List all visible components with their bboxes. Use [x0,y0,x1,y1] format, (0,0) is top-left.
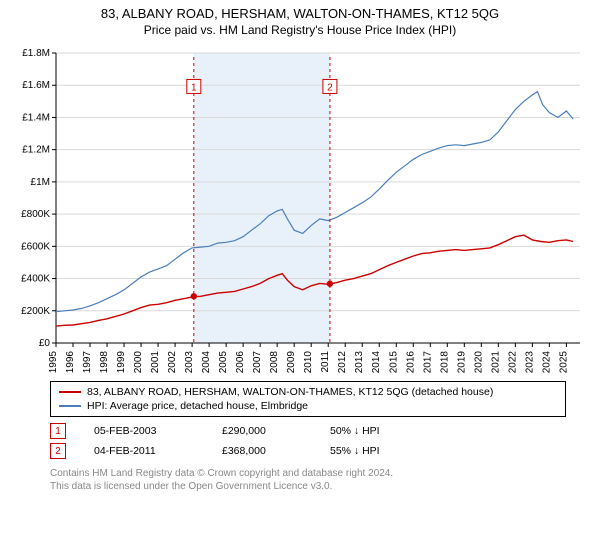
svg-text:2008: 2008 [269,351,280,373]
svg-text:2006: 2006 [235,351,246,373]
legend-swatch [59,391,81,393]
svg-text:2013: 2013 [354,351,365,373]
price-chart: £0 £200K £400K £600K £800K £1M £1.2M £1.4M £1.6M… [0,43,600,373]
svg-text:1995: 1995 [48,351,59,373]
marker-table: 1 05-FEB-2003 £290,000 50% ↓ HPI 2 04-FEB-201… [50,421,600,461]
marker-badge: 2 [50,443,66,459]
svg-text:2011: 2011 [320,351,331,373]
svg-text:£1.6M: £1.6M [22,80,50,91]
legend-label: 83, ALBANY ROAD, HERSHAM, WALTON-ON-THAM… [87,386,493,398]
footer-line2: This data is licensed under the Open Gov… [50,480,600,493]
svg-text:2016: 2016 [405,351,416,373]
marker-date: 04-FEB-2011 [94,445,194,457]
title-line1: 83, ALBANY ROAD, HERSHAM, WALTON-ON-THAM… [0,6,600,21]
svg-text:2002: 2002 [167,351,178,373]
legend: 83, ALBANY ROAD, HERSHAM, WALTON-ON-THAM… [50,381,566,417]
svg-text:2003: 2003 [184,351,195,373]
svg-text:2021: 2021 [490,351,501,373]
svg-text:2023: 2023 [524,351,535,373]
svg-text:2024: 2024 [541,351,552,373]
svg-text:2019: 2019 [456,351,467,373]
svg-text:2014: 2014 [371,351,382,373]
chart-area: £0 £200K £400K £600K £800K £1M £1.2M £1.4M £1.6M… [0,43,600,373]
svg-text:2012: 2012 [337,351,348,373]
marker-row: 2 04-FEB-2011 £368,000 55% ↓ HPI [50,441,600,461]
svg-text:£0: £0 [39,338,51,349]
footer-text: Contains HM Land Registry data © Crown c… [50,467,600,493]
svg-text:2025: 2025 [558,351,569,373]
marker-price: £368,000 [222,445,302,457]
svg-text:1998: 1998 [99,351,110,373]
svg-text:2017: 2017 [422,351,433,373]
chart-title-block: 83, ALBANY ROAD, HERSHAM, WALTON-ON-THAM… [0,0,600,37]
legend-label: HPI: Average price, detached house, Elmb… [87,400,308,412]
svg-text:£1M: £1M [31,177,50,188]
svg-text:2010: 2010 [303,351,314,373]
svg-text:1997: 1997 [82,351,93,373]
legend-item: HPI: Average price, detached house, Elmb… [59,399,557,413]
svg-text:1999: 1999 [116,351,127,373]
marker-pct: 50% ↓ HPI [330,425,380,437]
marker-price: £290,000 [222,425,302,437]
svg-text:2020: 2020 [473,351,484,373]
legend-swatch [59,405,81,407]
svg-text:2022: 2022 [507,351,518,373]
svg-text:2: 2 [327,82,333,93]
marker-row: 1 05-FEB-2003 £290,000 50% ↓ HPI [50,421,600,441]
svg-text:£400K: £400K [21,274,50,285]
svg-text:2001: 2001 [150,351,161,373]
svg-text:£1.4M: £1.4M [22,112,50,123]
svg-text:2015: 2015 [388,351,399,373]
svg-text:£800K: £800K [21,209,50,220]
svg-text:£600K: £600K [21,241,50,252]
svg-text:£1.2M: £1.2M [22,145,50,156]
marker-badge: 1 [50,423,66,439]
svg-text:1: 1 [191,82,197,93]
svg-text:2005: 2005 [218,351,229,373]
svg-text:1996: 1996 [65,351,76,373]
footer-line1: Contains HM Land Registry data © Crown c… [50,467,600,480]
marker-date: 05-FEB-2003 [94,425,194,437]
svg-text:2000: 2000 [133,351,144,373]
svg-text:2004: 2004 [201,351,212,373]
svg-text:£200K: £200K [21,306,50,317]
svg-text:£1.8M: £1.8M [22,48,50,59]
title-line2: Price paid vs. HM Land Registry's House … [0,23,600,37]
marker-pct: 55% ↓ HPI [330,445,380,457]
svg-text:2009: 2009 [286,351,297,373]
legend-item: 83, ALBANY ROAD, HERSHAM, WALTON-ON-THAM… [59,385,557,399]
svg-text:2007: 2007 [252,351,263,373]
svg-text:2018: 2018 [439,351,450,373]
